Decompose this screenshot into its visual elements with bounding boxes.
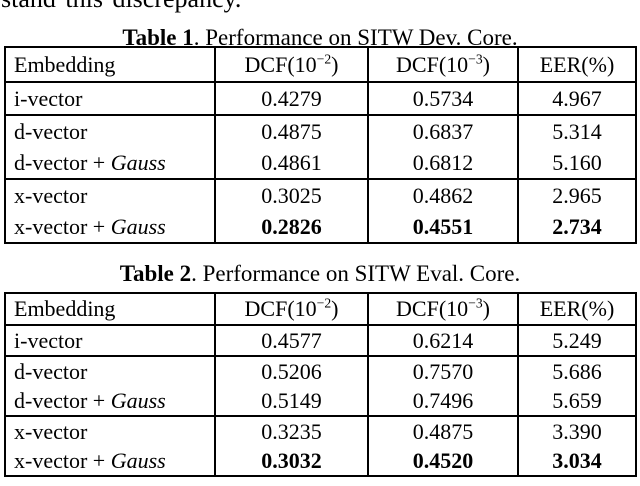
- table-row-xvector: x-vector 0.3025 0.4862 2.965: [5, 179, 636, 211]
- table1-header-eer: EER(%): [517, 47, 636, 82]
- table2-caption-number: Table 2: [119, 261, 192, 286]
- table1-header-dcf-1e3: DCF(10−3): [367, 47, 518, 82]
- table1-header-row: Embedding DCF(10−2) DCF(10−3) EER(%): [5, 47, 636, 82]
- cell-label: d-vector + Gauss: [5, 386, 215, 416]
- row-label: i-vector: [14, 85, 83, 111]
- clipped-body-text: stand this discrepancy.: [1, 0, 241, 13]
- cell-dcf3: 0.6837: [367, 115, 518, 147]
- cell-label: x-vector: [5, 179, 215, 211]
- dcf3-exponent: −3: [468, 51, 483, 67]
- dcf3-base: DCF(10: [396, 51, 469, 77]
- row-label-italic: Gauss: [110, 447, 166, 473]
- cell-label: i-vector: [5, 82, 215, 115]
- table2-header-eer: EER(%): [517, 293, 636, 325]
- table-row-dvector-gauss: d-vector + Gauss 0.4861 0.6812 5.160: [5, 147, 636, 179]
- table2-caption: Table 2. Performance on SITW Eval. Core.: [0, 261, 640, 286]
- table-row-dvector: d-vector 0.5206 0.7570 5.686: [5, 356, 636, 386]
- cell-label: x-vector: [5, 416, 215, 446]
- table1-caption: Table 1. Performance on SITW Dev. Core.: [0, 25, 640, 50]
- cell-eer: 3.034: [517, 446, 636, 476]
- cell-dcf2: 0.5149: [214, 386, 368, 416]
- cell-label: d-vector + Gauss: [5, 147, 215, 179]
- cell-label: d-vector: [5, 115, 215, 147]
- cell-eer: 2.734: [517, 211, 636, 243]
- dcf2-close: ): [331, 51, 339, 77]
- cell-eer: 2.965: [517, 179, 636, 211]
- cell-eer: 5.314: [517, 115, 636, 147]
- dcf2-exponent: −2: [316, 51, 332, 67]
- table1-sitw-dev-core: Embedding DCF(10−2) DCF(10−3) EER(%) i-v…: [4, 46, 637, 244]
- cell-dcf2: 0.4875: [214, 115, 368, 147]
- cell-dcf2: 0.5206: [214, 356, 368, 386]
- cell-eer: 5.160: [517, 147, 636, 179]
- cell-dcf2: 0.3025: [214, 179, 368, 211]
- table1-caption-number: Table 1: [122, 25, 194, 50]
- cell-dcf3: 0.7570: [367, 356, 518, 386]
- cell-eer: 3.390: [517, 416, 636, 446]
- cell-eer: 5.686: [517, 356, 636, 386]
- cell-label: x-vector + Gauss: [5, 446, 215, 476]
- table1-header-dcf-1e2: DCF(10−2): [214, 47, 368, 82]
- table2-header-dcf-1e3: DCF(10−3): [367, 293, 518, 325]
- table-row-ivector: i-vector 0.4577 0.6214 5.249: [5, 325, 636, 356]
- dcf3-base: DCF(10: [396, 296, 469, 321]
- cell-dcf3: 0.6214: [367, 325, 518, 356]
- cell-dcf3: 0.6812: [367, 147, 518, 179]
- dcf2-base: DCF(10: [244, 296, 317, 321]
- cell-dcf3: 0.5734: [367, 82, 518, 115]
- table2-caption-text: . Performance on SITW Eval. Core.: [191, 261, 521, 286]
- row-label: x-vector: [14, 182, 88, 208]
- row-label: d-vector +: [14, 387, 111, 413]
- table2-sitw-eval-core: Embedding DCF(10−2) DCF(10−3) EER(%) i-v…: [4, 292, 637, 477]
- table-row-xvector-gauss: x-vector + Gauss 0.2826 0.4551 2.734: [5, 211, 636, 243]
- cell-eer: 4.967: [517, 82, 636, 115]
- dcf2-exponent: −2: [316, 295, 332, 311]
- dcf3-exponent: −3: [468, 295, 483, 311]
- table2-header-dcf-1e2: DCF(10−2): [214, 293, 368, 325]
- cell-dcf2: 0.2826: [214, 211, 368, 243]
- table-row-dvector-gauss: d-vector + Gauss 0.5149 0.7496 5.659: [5, 386, 636, 416]
- row-label: i-vector: [14, 327, 83, 353]
- cell-label: d-vector: [5, 356, 215, 386]
- cell-dcf2: 0.4861: [214, 147, 368, 179]
- table2-header-row: Embedding DCF(10−2) DCF(10−3) EER(%): [5, 293, 636, 325]
- cell-eer: 5.659: [517, 386, 636, 416]
- row-label-italic: Gauss: [110, 149, 166, 175]
- cell-dcf2: 0.3235: [214, 416, 368, 446]
- row-label-italic: Gauss: [110, 387, 166, 413]
- row-label-italic: Gauss: [110, 213, 166, 239]
- cell-label: i-vector: [5, 325, 215, 356]
- table2-header-embedding: Embedding: [14, 296, 116, 321]
- dcf2-close: ): [331, 296, 339, 321]
- row-label: d-vector: [14, 118, 88, 144]
- table1-caption-text: . Performance on SITW Dev. Core.: [193, 25, 518, 50]
- table1-header-embedding: Embedding: [14, 51, 116, 77]
- row-label: d-vector +: [14, 149, 111, 175]
- cell-dcf3: 0.4551: [367, 211, 518, 243]
- cell-dcf2: 0.3032: [214, 446, 368, 476]
- table-row-dvector: d-vector 0.4875 0.6837 5.314: [5, 115, 636, 147]
- cell-dcf3: 0.7496: [367, 386, 518, 416]
- cell-dcf2: 0.4279: [214, 82, 368, 115]
- cell-dcf2: 0.4577: [214, 325, 368, 356]
- row-label: d-vector: [14, 358, 88, 384]
- row-label: x-vector +: [14, 447, 111, 473]
- table-row-xvector: x-vector 0.3235 0.4875 3.390: [5, 416, 636, 446]
- cell-dcf3: 0.4875: [367, 416, 518, 446]
- table-row-ivector: i-vector 0.4279 0.5734 4.967: [5, 82, 636, 115]
- cell-dcf3: 0.4520: [367, 446, 518, 476]
- row-label: x-vector: [14, 418, 88, 444]
- table-row-xvector-gauss: x-vector + Gauss 0.3032 0.4520 3.034: [5, 446, 636, 476]
- dcf2-base: DCF(10: [244, 51, 317, 77]
- cell-dcf3: 0.4862: [367, 179, 518, 211]
- cell-label: x-vector + Gauss: [5, 211, 215, 243]
- dcf3-close: ): [482, 51, 490, 77]
- row-label: x-vector +: [14, 213, 111, 239]
- dcf3-close: ): [482, 296, 490, 321]
- cell-eer: 5.249: [517, 325, 636, 356]
